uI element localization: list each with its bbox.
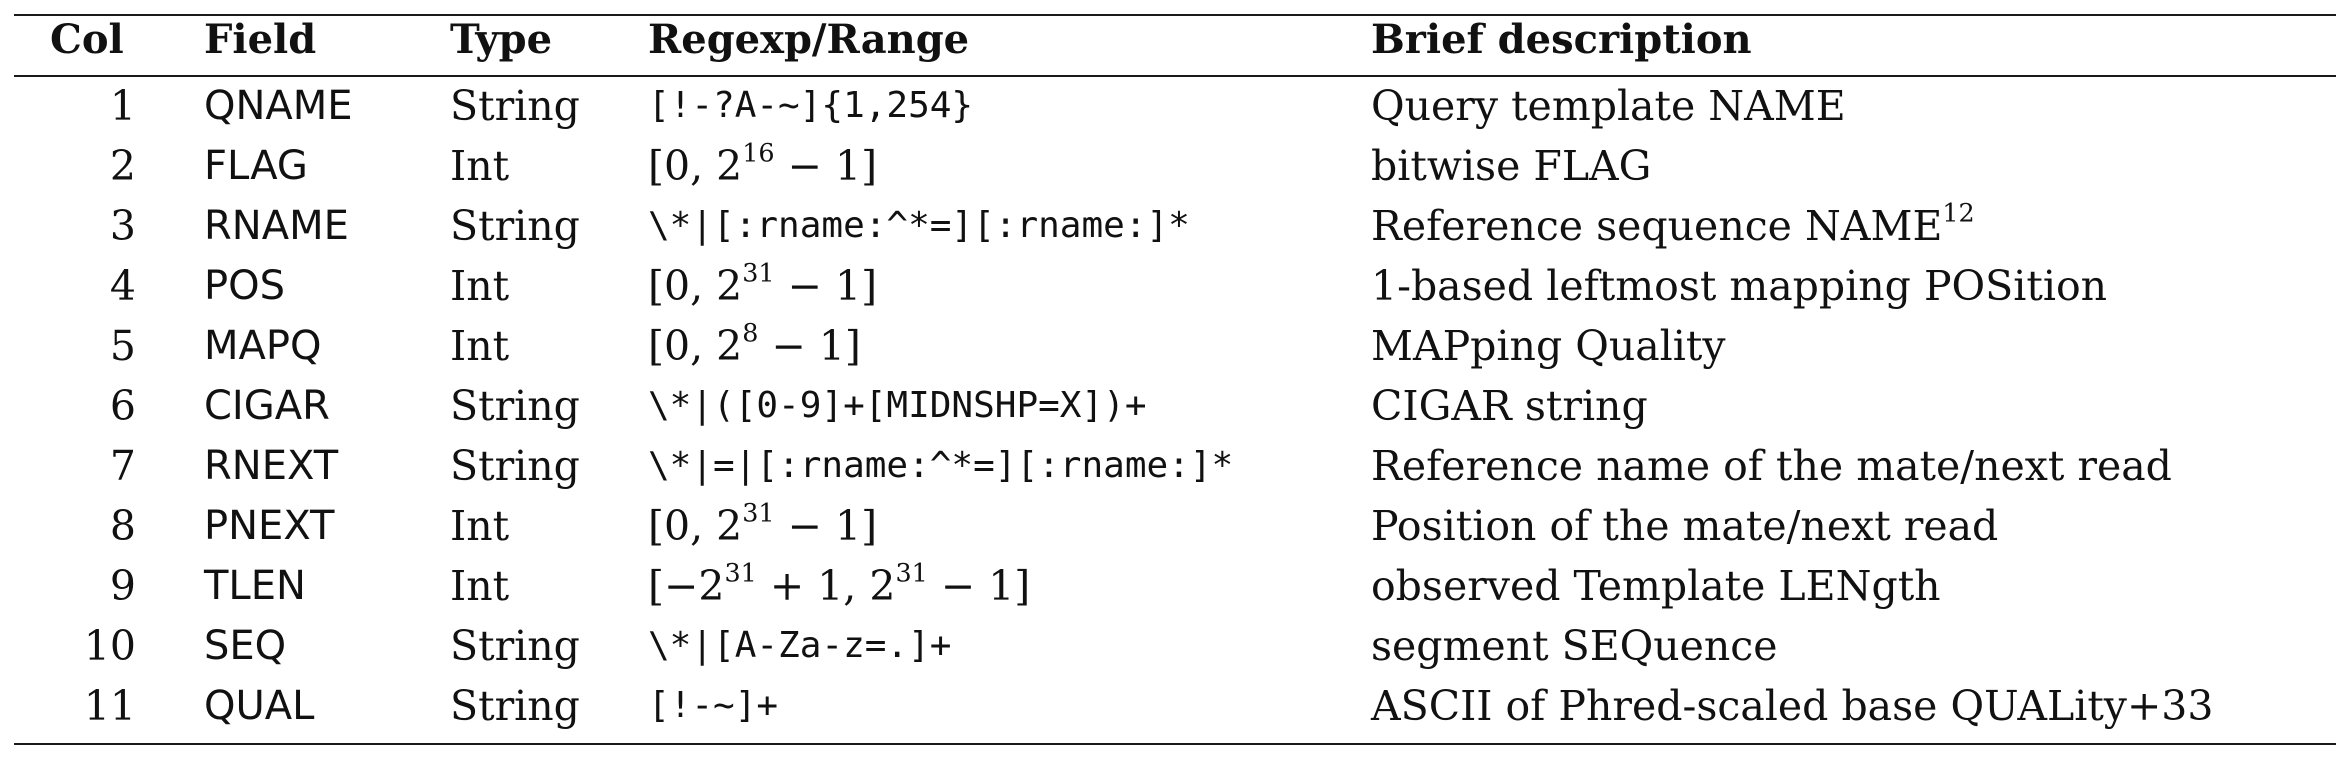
- row-9-field: TLEN: [204, 563, 306, 609]
- row-10-regexp: \*|[A-Za-z=.]+: [648, 625, 952, 666]
- header-type: Type: [450, 16, 553, 63]
- row-9-col: 9: [109, 562, 136, 610]
- row-7-type: String: [450, 442, 580, 490]
- row-8-type: Int: [450, 502, 510, 550]
- row-2-field: FLAG: [204, 143, 308, 189]
- table-header-rule: [14, 75, 2336, 77]
- row-3-field: RNAME: [204, 203, 349, 249]
- row-1-field: QNAME: [204, 83, 353, 129]
- row-5-field: MAPQ: [204, 323, 322, 369]
- row-5-type: Int: [450, 322, 510, 370]
- row-6-field: CIGAR: [204, 383, 330, 429]
- row-7-regexp: \*|=|[:rname:^*=][:rname:]*: [648, 445, 1234, 486]
- row-4-col: 4: [109, 262, 136, 310]
- row-9-range: [−231 + 1, 231 − 1]: [648, 557, 1031, 610]
- row-2-description: bitwise FLAG: [1371, 142, 1652, 190]
- row-1-col: 1: [109, 82, 136, 130]
- row-3-description: Reference sequence NAME12: [1371, 197, 1975, 250]
- table-bottom-rule: [14, 743, 2336, 745]
- row-1-regexp: [!-?A-~]{1,254}: [648, 85, 974, 126]
- row-2-type: Int: [450, 142, 510, 190]
- row-6-type: String: [450, 382, 580, 430]
- row-4-description: 1-based leftmost mapping POSition: [1371, 262, 2108, 310]
- row-7-col: 7: [109, 442, 136, 490]
- header-field: Field: [204, 16, 317, 63]
- row-4-field: POS: [204, 263, 285, 309]
- row-8-range: [0, 231 − 1]: [648, 497, 878, 550]
- row-6-col: 6: [109, 382, 136, 430]
- row-11-regexp: [!-~]+: [648, 685, 779, 726]
- row-4-type: Int: [450, 262, 510, 310]
- row-7-description: Reference name of the mate/next read: [1371, 442, 2172, 490]
- row-7-field: RNEXT: [204, 443, 339, 489]
- row-11-col: 11: [83, 682, 136, 730]
- row-8-description: Position of the mate/next read: [1371, 502, 1999, 550]
- row-11-type: String: [450, 682, 580, 730]
- row-5-range: [0, 28 − 1]: [648, 317, 861, 370]
- row-9-type: Int: [450, 562, 510, 610]
- row-10-description: segment SEQuence: [1371, 622, 1778, 670]
- row-3-regexp: \*|[:rname:^*=][:rname:]*: [648, 205, 1190, 246]
- row-10-field: SEQ: [204, 623, 287, 669]
- table-top-rule: [14, 14, 2336, 16]
- row-1-type: String: [450, 82, 580, 130]
- row-9-description: observed Template LENgth: [1371, 562, 1941, 610]
- row-4-range: [0, 231 − 1]: [648, 257, 878, 310]
- row-1-description: Query template NAME: [1371, 82, 1846, 130]
- row-6-description: CIGAR string: [1371, 382, 1648, 430]
- footnote-marker: 12: [1942, 197, 1975, 228]
- row-8-col: 8: [109, 502, 136, 550]
- header-description: Brief description: [1371, 16, 1752, 63]
- row-8-field: PNEXT: [204, 503, 335, 549]
- row-11-field: QUAL: [204, 683, 315, 729]
- row-11-description: ASCII of Phred-scaled base QUALity+33: [1371, 682, 2214, 730]
- header-regexp: Regexp/Range: [648, 16, 970, 63]
- row-3-type: String: [450, 202, 580, 250]
- row-10-type: String: [450, 622, 580, 670]
- row-6-regexp: \*|([0-9]+[MIDNSHP=X])+: [648, 385, 1147, 426]
- row-2-range: [0, 216 − 1]: [648, 137, 878, 190]
- header-col: Col: [50, 16, 124, 63]
- row-2-col: 2: [109, 142, 136, 190]
- row-10-col: 10: [83, 622, 136, 670]
- row-5-col: 5: [109, 322, 136, 370]
- row-3-col: 3: [109, 202, 136, 250]
- row-5-description: MAPping Quality: [1371, 322, 1726, 370]
